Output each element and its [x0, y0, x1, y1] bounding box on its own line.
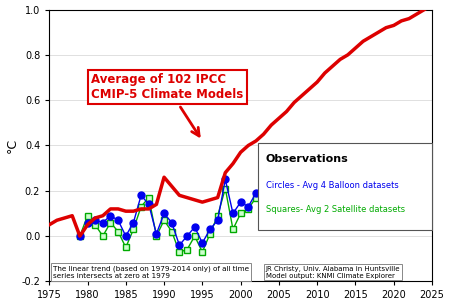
Text: Average of 102 IPCC
CMIP-5 Climate Models: Average of 102 IPCC CMIP-5 Climate Model…	[91, 73, 243, 136]
Text: Squares- Avg 2 Satellite datasets: Squares- Avg 2 Satellite datasets	[266, 205, 405, 214]
Y-axis label: °C: °C	[5, 138, 18, 153]
Text: JR Christy, Univ. Alabama in Huntsville
Model output: KNMI Climate Explorer: JR Christy, Univ. Alabama in Huntsville …	[266, 266, 400, 279]
Text: The linear trend (based on 1979-2014 only) of all time
series intersects at zero: The linear trend (based on 1979-2014 onl…	[53, 265, 249, 279]
Text: Circles - Avg 4 Balloon datasets: Circles - Avg 4 Balloon datasets	[266, 181, 398, 190]
Text: Observations: Observations	[266, 154, 348, 164]
FancyBboxPatch shape	[258, 143, 432, 230]
